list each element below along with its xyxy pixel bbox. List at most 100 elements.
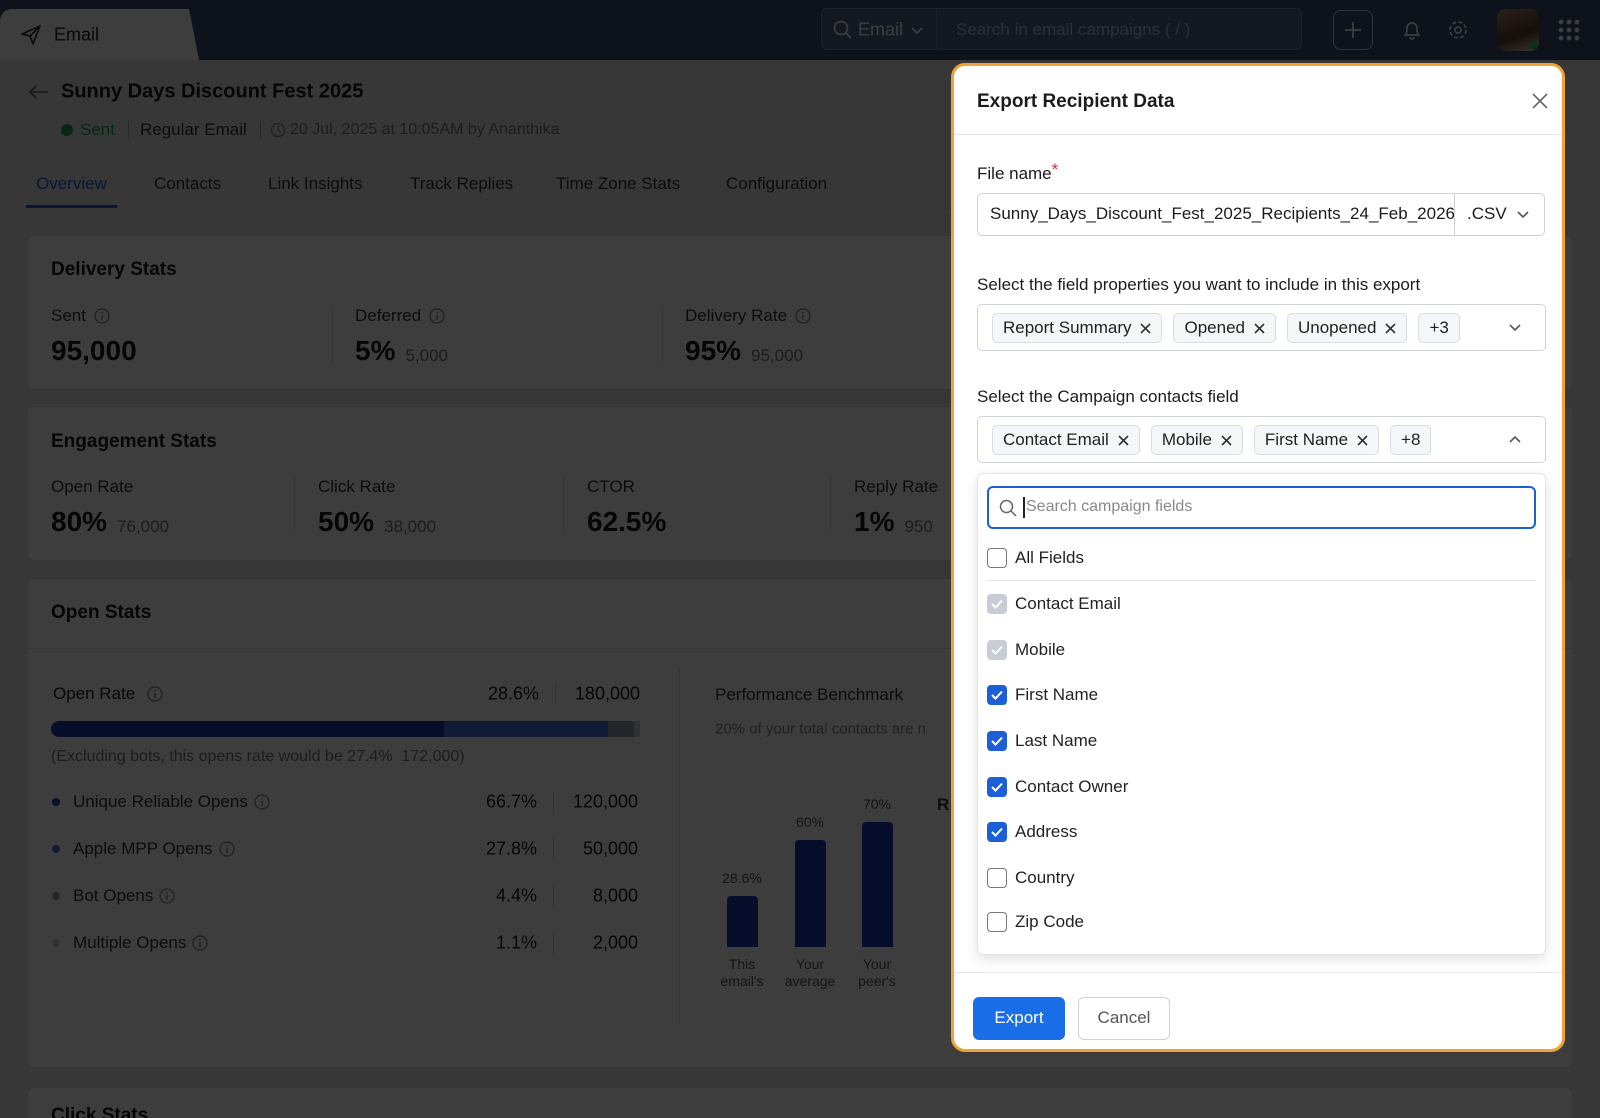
icon-part (991, 599, 1003, 609)
checkbox (987, 640, 1007, 660)
chip-row: Report Summary Opened Unopened +3 (992, 313, 1471, 343)
field-label: File name (977, 164, 1052, 183)
close-button[interactable] (1531, 92, 1549, 110)
icon-part (991, 645, 1003, 655)
icon-part (1509, 324, 1521, 332)
option-label[interactable]: Address (1015, 822, 1078, 841)
chip[interactable]: First Name (1253, 425, 1380, 455)
option-label[interactable]: Contact Owner (1015, 777, 1129, 796)
chip[interactable]: Unopened (1286, 313, 1408, 343)
chip-label: Report Summary (1003, 318, 1132, 337)
checkbox[interactable] (987, 822, 1007, 842)
chip-remove[interactable] (1254, 322, 1265, 334)
icon-part (991, 782, 1003, 792)
icon-part (991, 645, 1003, 655)
field-label: Select the field properties you want to … (977, 275, 1421, 294)
icon-part (1140, 322, 1152, 334)
icon-part (1385, 322, 1397, 334)
icon-part (1517, 211, 1529, 219)
extension-chevron (1515, 206, 1531, 222)
option-label[interactable]: Zip Code (1015, 912, 1084, 931)
footer-divider (954, 972, 1562, 973)
checkbox (987, 594, 1007, 614)
multi-select[interactable] (977, 304, 1546, 351)
chip[interactable]: Contact Email (992, 425, 1140, 455)
icon-part (1509, 435, 1521, 443)
option-label[interactable]: First Name (1015, 685, 1099, 704)
icon-part (991, 827, 1003, 837)
chip-label: First Name (1264, 430, 1349, 449)
checkbox[interactable] (987, 685, 1007, 705)
icon-part (991, 736, 1003, 746)
checkbox[interactable] (987, 868, 1007, 888)
icon-part (991, 599, 1003, 609)
export-button[interactable] (973, 997, 1065, 1040)
icon-part (991, 736, 1003, 746)
chip-remove[interactable] (1221, 434, 1232, 446)
chip-label: Mobile (1161, 430, 1212, 449)
icon-part (1221, 434, 1232, 446)
dialog-title: Export Recipient Data (977, 91, 1175, 112)
icon-part (991, 782, 1003, 792)
icon-part (1118, 434, 1129, 446)
icon-part (1517, 211, 1529, 219)
option-label[interactable]: Last Name (1015, 731, 1098, 750)
field-label: Select the Campaign contacts field (977, 387, 1239, 406)
cancel-label[interactable]: Cancel (1097, 1008, 1151, 1027)
option-label: Mobile (1015, 640, 1066, 659)
chip-label: Contact Email (1003, 430, 1109, 449)
chip-remove[interactable] (1118, 434, 1129, 446)
icon-part (1357, 434, 1368, 446)
icon-part (999, 499, 1014, 514)
chip-row: Contact Email Mobile First Name +8 (992, 425, 1442, 455)
icon-part (1509, 435, 1521, 443)
checkbox[interactable] (987, 777, 1007, 797)
input-divider (1454, 194, 1455, 235)
dropdown-panel (977, 473, 1546, 955)
checkbox[interactable] (987, 548, 1007, 568)
select-chevron (1507, 319, 1523, 335)
icon-part (1385, 322, 1397, 334)
multi-select[interactable] (977, 416, 1546, 463)
text-caret (1023, 497, 1025, 518)
chip-more[interactable]: +3 (1418, 313, 1460, 343)
icon-part (1010, 510, 1017, 517)
icon-part (991, 690, 1003, 700)
search-icon (999, 499, 1017, 517)
checkbox[interactable] (987, 912, 1007, 932)
chip-remove[interactable] (1140, 322, 1152, 334)
required-mark: * (1051, 160, 1059, 179)
search-placeholder: Search campaign fields (1026, 498, 1193, 515)
icon-part (1254, 322, 1265, 334)
chip-remove[interactable] (1357, 434, 1368, 446)
icon-part (991, 690, 1003, 700)
chip-more[interactable]: +8 (1390, 425, 1432, 455)
icon-part (1532, 93, 1548, 109)
chip-label: Opened (1184, 318, 1245, 337)
icon-part (991, 827, 1003, 837)
chip-remove[interactable] (1385, 322, 1397, 334)
icon-part (1140, 322, 1152, 334)
chip[interactable]: Report Summary (992, 313, 1163, 343)
header-divider (954, 134, 1562, 135)
chip[interactable]: Opened (1173, 313, 1276, 343)
icon-part (1254, 322, 1265, 334)
icon-part (1509, 324, 1521, 332)
export-label[interactable]: Export (994, 1008, 1044, 1027)
file-name-value: Sunny_Days_Discount_Fest_2025_Recipients… (990, 204, 1455, 223)
file-name-input[interactable] (977, 193, 1545, 236)
cancel-button[interactable] (1078, 997, 1170, 1040)
chip-label: Unopened (1297, 318, 1377, 337)
icon-part (1532, 93, 1548, 109)
field-search[interactable] (987, 486, 1536, 529)
icon-part (1357, 434, 1368, 446)
file-extension[interactable]: .CSV (1467, 204, 1507, 223)
option-label[interactable]: Country (1015, 868, 1075, 887)
select-chevron (1507, 431, 1523, 447)
option-label[interactable]: All Fields (1015, 548, 1084, 567)
icon-part (999, 499, 1017, 517)
icon-part (1118, 434, 1129, 446)
checkbox[interactable] (987, 731, 1007, 751)
chip[interactable]: Mobile (1150, 425, 1243, 455)
